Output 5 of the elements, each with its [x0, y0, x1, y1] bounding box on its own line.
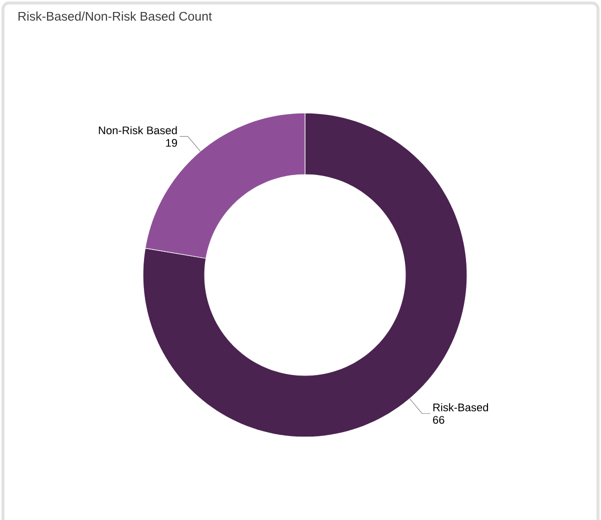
chart-title: Risk-Based/Non-Risk Based Count	[18, 12, 212, 21]
data-label: 66	[433, 416, 444, 424]
slice-label: Risk-Based	[433, 403, 488, 412]
slice-label: Non-Risk Based	[98, 126, 177, 134]
data-label: 19	[166, 138, 177, 147]
